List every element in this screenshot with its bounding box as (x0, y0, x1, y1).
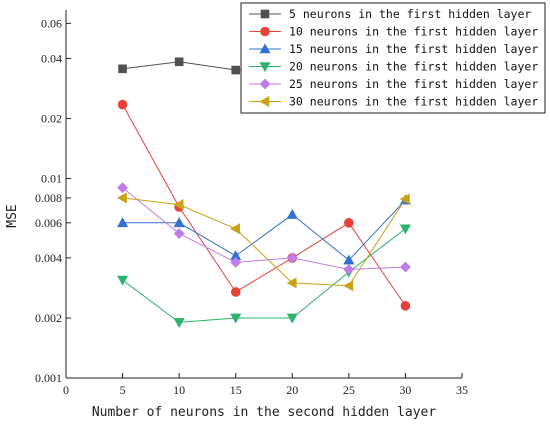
y-axis-title: MSE (5, 204, 20, 227)
data-point (343, 264, 355, 275)
series-line (122, 187, 406, 270)
x-tick-label: 30 (399, 383, 411, 397)
series-3 (117, 194, 411, 265)
y-axis: 0.001 0.002 0.004 0.006 0.008 0.01 0.02 0.04 0.0… (35, 16, 71, 385)
y-tick-label: 0.02 (41, 112, 62, 126)
data-point (399, 224, 411, 235)
data-point (344, 217, 354, 228)
legend-label: 30 neurons in the first hidden layer (289, 95, 538, 109)
legend-label: 20 neurons in the first hidden layer (289, 60, 538, 74)
data-point (173, 228, 185, 239)
legend-marker (259, 78, 271, 90)
data-point (174, 57, 184, 67)
data-point (231, 65, 241, 75)
legend: 5 neurons in the first hidden layer 10 ne… (240, 2, 546, 114)
data-point (230, 313, 242, 324)
plot-frame (65, 10, 462, 379)
data-point (230, 287, 241, 297)
series-5 (117, 182, 411, 275)
legend-item: 5 neurons in the first hidden layer (249, 7, 531, 21)
x-tick-label: 10 (173, 383, 185, 397)
data-point (117, 99, 128, 110)
data-point (400, 301, 411, 311)
x-tick-label: 0 (63, 383, 69, 397)
legend-marker (259, 62, 271, 73)
data-point (117, 275, 129, 286)
data-point (400, 261, 411, 273)
series-line (122, 197, 406, 287)
x-axis: 0 5 10 15 20 25 30 35 (63, 373, 468, 397)
y-tick-label: 0.001 (35, 371, 62, 385)
data-point (399, 193, 410, 205)
y-tick-label: 0.008 (35, 191, 62, 205)
legend-marker (259, 43, 271, 54)
legend-label: 15 neurons in the first hidden layer (289, 42, 538, 56)
x-tick-label: 25 (343, 383, 355, 397)
series-4 (117, 224, 411, 329)
legend-marker (260, 9, 270, 19)
data-point (343, 280, 354, 292)
data-point (173, 199, 184, 211)
data-point (286, 252, 298, 264)
data-point (173, 217, 185, 228)
data-point (230, 223, 241, 235)
x-axis-title: Number of neurons in the second hidden l… (92, 405, 437, 420)
data-point (230, 256, 242, 268)
legend-label: 10 neurons in the first hidden layer (289, 25, 538, 39)
x-tick-label: 15 (230, 383, 242, 397)
series-6 (116, 192, 410, 292)
legend-item: 20 neurons in the first hidden layer (249, 60, 538, 74)
data-point (118, 64, 127, 74)
series-line (122, 104, 406, 307)
legend-marker (260, 26, 270, 37)
legend-marker (259, 95, 270, 108)
x-tick-label: 35 (456, 383, 468, 397)
legend-item: 15 neurons in the first hidden layer (249, 42, 538, 56)
data-point (117, 182, 128, 194)
y-tick-label: 0.006 (35, 216, 62, 230)
series-line (122, 228, 406, 323)
series-line (122, 199, 406, 261)
data-point (286, 208, 298, 219)
series-2 (117, 99, 411, 311)
legend-label: 25 neurons in the first hidden layer (289, 77, 538, 91)
data-point (286, 277, 297, 289)
y-tick-label: 0.002 (35, 311, 62, 325)
series-layer (116, 57, 411, 329)
y-tick-label: 0.04 (41, 51, 62, 65)
legend-item: 30 neurons in the first hidden layer (249, 95, 538, 109)
y-tick-label: 0.01 (41, 172, 62, 186)
data-point (173, 318, 185, 329)
legend-item: 10 neurons in the first hidden layer (249, 25, 538, 39)
legend-label: 5 neurons in the first hidden layer (289, 7, 531, 21)
y-tick-label: 0.004 (35, 251, 62, 265)
y-tick-label: 0.06 (41, 16, 62, 30)
legend-item: 25 neurons in the first hidden layer (249, 77, 538, 91)
x-tick-label: 20 (286, 383, 298, 397)
data-point (116, 192, 127, 204)
data-point (117, 217, 129, 228)
legend-box (240, 2, 546, 114)
data-point (286, 313, 298, 324)
x-tick-label: 5 (120, 383, 126, 397)
